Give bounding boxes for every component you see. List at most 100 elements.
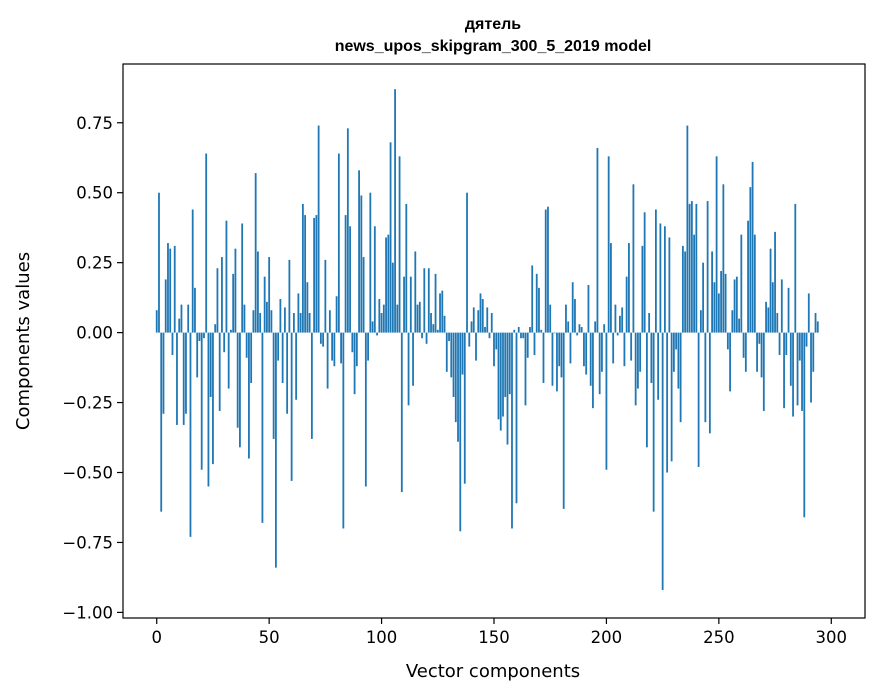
bar (317, 125, 320, 333)
bar (328, 310, 331, 333)
y-axis-ticks: 0.75 0.50 0.25 0.00 −0.25 −0.50 −0.75 −1.00 (62, 114, 123, 622)
bar (571, 282, 574, 333)
bar (506, 332, 509, 445)
bar (342, 332, 345, 529)
bar (171, 332, 174, 355)
bar (254, 173, 257, 333)
bar (702, 262, 705, 333)
bar (457, 332, 459, 442)
bar (540, 329, 543, 333)
bar (286, 332, 289, 414)
bar (556, 332, 558, 392)
bar (414, 251, 417, 333)
bar (416, 304, 419, 333)
bar (756, 332, 758, 372)
bar (522, 332, 525, 339)
bar (391, 262, 394, 333)
bar (619, 315, 621, 333)
bar (310, 332, 313, 439)
bar (816, 321, 819, 333)
bar (621, 307, 624, 333)
bar (340, 332, 342, 364)
bar (504, 332, 507, 397)
bar (263, 276, 266, 333)
bar (744, 332, 747, 372)
bar (319, 332, 322, 344)
bar (239, 332, 241, 448)
bar (248, 332, 250, 459)
bar (776, 313, 779, 333)
bar (358, 170, 360, 333)
bar (565, 304, 567, 333)
bar (385, 237, 387, 333)
bar (762, 332, 765, 411)
bar (200, 332, 203, 470)
bar (436, 329, 439, 333)
bar (432, 324, 435, 333)
x-tick-label: 50 (259, 628, 280, 647)
bar (524, 332, 527, 406)
bar (580, 327, 583, 333)
bar (178, 318, 181, 333)
bar (452, 332, 455, 397)
bar (250, 332, 253, 383)
y-tick-label: 0.00 (76, 324, 113, 343)
bar (796, 332, 799, 406)
bar (634, 332, 637, 406)
bar (324, 259, 327, 333)
bar (214, 324, 217, 333)
bar (221, 257, 223, 333)
bar (481, 299, 484, 333)
bar (780, 279, 783, 333)
bar (275, 332, 277, 568)
bar (735, 276, 738, 333)
bar (616, 332, 619, 336)
bar (659, 223, 662, 333)
bar (643, 212, 646, 333)
bar (443, 315, 446, 333)
bar (567, 321, 570, 333)
bar (281, 332, 284, 383)
bar (693, 234, 696, 333)
bar (792, 332, 794, 417)
bar (607, 156, 610, 333)
bar (205, 153, 208, 333)
bar (711, 251, 713, 333)
bar (553, 332, 556, 334)
bar (268, 257, 271, 333)
bar (403, 276, 405, 333)
bar (362, 257, 365, 333)
bar (326, 332, 329, 389)
bar (753, 234, 756, 333)
bar (218, 332, 221, 411)
bar (690, 201, 693, 333)
chart-subtitle: news_upos_skipgram_300_5_2019 model (335, 38, 652, 55)
bar (290, 332, 293, 481)
bar (241, 223, 244, 333)
bar (760, 332, 763, 378)
x-tick-label: 100 (366, 628, 398, 647)
bar (301, 203, 304, 333)
bar (511, 332, 513, 529)
bar (346, 128, 349, 333)
bar (349, 226, 351, 333)
bar (459, 332, 462, 532)
bar (592, 332, 594, 409)
bar (637, 332, 639, 389)
bar (810, 332, 812, 403)
bar (729, 332, 731, 392)
bar (486, 307, 489, 333)
bar (396, 304, 399, 333)
bar (400, 332, 403, 493)
bar (789, 332, 792, 386)
bar (252, 310, 255, 333)
bar (450, 332, 453, 378)
bar (304, 215, 307, 333)
bar (203, 332, 205, 339)
bar (196, 332, 199, 378)
bar (520, 332, 522, 339)
bar (227, 332, 230, 389)
bar (461, 332, 464, 375)
x-tick-label: 250 (703, 628, 735, 647)
bar (614, 304, 617, 333)
